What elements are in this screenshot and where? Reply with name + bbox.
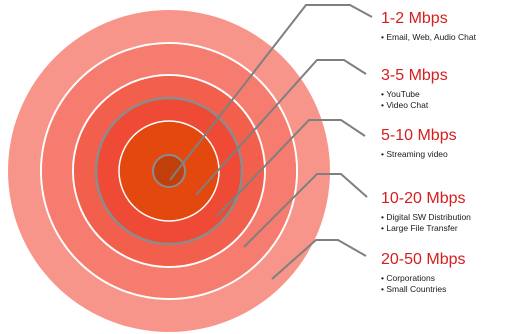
- tier-5-10: 5-10 Mbps Streaming video: [381, 127, 509, 160]
- leader-line-20-50: [271, 239, 367, 280]
- tier-10-20: 10-20 Mbps Digital SW Distribution Large…: [381, 190, 509, 233]
- tier-speed-label: 5-10 Mbps: [381, 127, 457, 144]
- tier-items: Streaming video: [381, 149, 509, 160]
- tier-1-2: 1-2 Mbps Email, Web, Audio Chat: [381, 10, 509, 43]
- tier-item: Large File Transfer: [381, 223, 509, 234]
- tier-20-50: 20-50 Mbps Corporations Small Countries: [381, 251, 509, 294]
- center-dot-border: [152, 154, 186, 188]
- tier-item: YouTube: [381, 89, 509, 100]
- tier-3-5: 3-5 Mbps YouTube Video Chat: [381, 67, 509, 110]
- tier-item: Digital SW Distribution: [381, 212, 509, 223]
- tier-speed-label: 1-2 Mbps: [381, 10, 448, 27]
- tier-item: Small Countries: [381, 284, 509, 295]
- tier-items: YouTube Video Chat: [381, 89, 509, 110]
- leader-line-10-20: [243, 173, 368, 248]
- ring-separator-mid: [72, 74, 266, 268]
- ring-separator-outer: [40, 42, 298, 300]
- tier-speed-label: 10-20 Mbps: [381, 190, 466, 207]
- tier-items: Digital SW Distribution Large File Trans…: [381, 212, 509, 233]
- center-dot: [153, 155, 185, 187]
- tier-speed-label: 20-50 Mbps: [381, 251, 466, 268]
- tier-item: Streaming video: [381, 149, 509, 160]
- leader-lines: [169, 4, 373, 280]
- leader-line-3-5: [195, 59, 367, 196]
- tier-item: Video Chat: [381, 100, 509, 111]
- ring-3-5-border: [94, 96, 244, 246]
- tier-item: Email, Web, Audio Chat: [381, 32, 509, 43]
- ring-1-2-border: [118, 120, 220, 222]
- leader-line-5-10: [216, 119, 366, 217]
- tier-items: Email, Web, Audio Chat: [381, 32, 509, 43]
- leader-line-1-2: [169, 4, 373, 181]
- tier-item: Corporations: [381, 273, 509, 284]
- tier-items: Corporations Small Countries: [381, 273, 509, 294]
- tier-speed-label: 3-5 Mbps: [381, 67, 448, 84]
